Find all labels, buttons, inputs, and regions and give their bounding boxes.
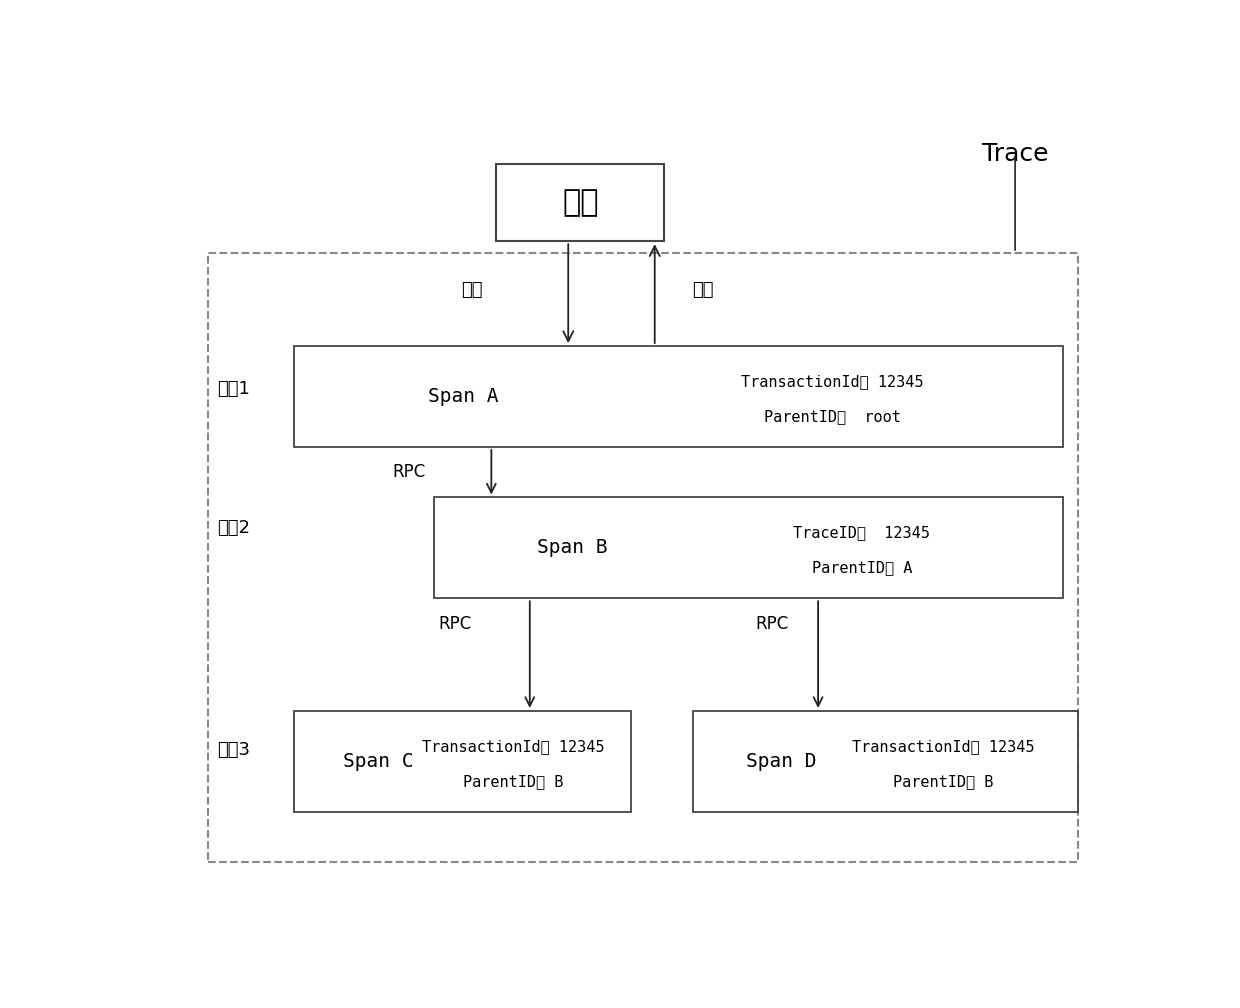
Text: RPC: RPC [755,615,789,633]
Text: 节点1: 节点1 [217,380,250,398]
Text: TransactionId： 12345: TransactionId： 12345 [742,374,924,389]
Text: Trace: Trace [982,141,1048,165]
Text: TraceID：  12345: TraceID： 12345 [794,525,930,540]
Bar [496,163,665,241]
Text: Span A: Span A [428,387,498,406]
Bar [208,253,1078,862]
Text: 请求: 请求 [461,281,482,299]
Bar [434,497,1063,599]
Text: ParentID：  root: ParentID： root [764,409,901,424]
Text: 节点3: 节点3 [217,741,250,759]
Text: 响应: 响应 [692,281,713,299]
Text: 用户: 用户 [562,187,599,217]
Text: Span D: Span D [746,752,817,771]
Text: ParentID： A: ParentID： A [811,560,911,576]
Text: TransactionId： 12345: TransactionId： 12345 [852,739,1034,754]
Text: 节点2: 节点2 [217,519,250,537]
Text: ParentID： B: ParentID： B [463,774,563,789]
Text: TransactionId： 12345: TransactionId： 12345 [422,739,604,754]
Bar [294,346,1063,447]
Text: ParentID： B: ParentID： B [893,774,993,789]
Text: Span B: Span B [537,538,608,557]
Text: RPC: RPC [392,463,425,481]
Text: Span C: Span C [343,752,414,771]
Text: RPC: RPC [439,615,471,633]
Bar [294,711,631,811]
Bar [693,711,1078,811]
